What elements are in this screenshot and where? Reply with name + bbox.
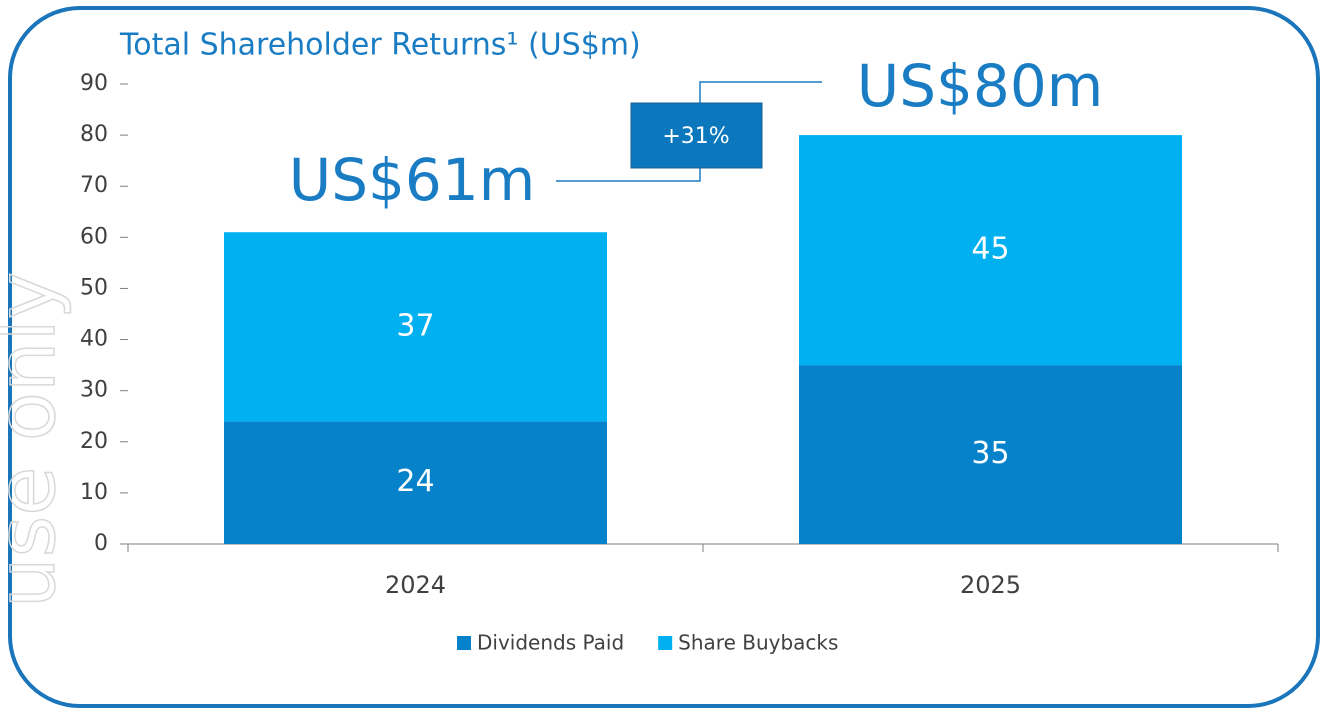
connectors [556,81,822,182]
x-tick-label: 2025 [960,571,1021,599]
chart-title: Total Shareholder Returns¹ (US$m) [119,28,641,63]
data-label: 45 [971,232,1009,267]
y-tick-label: 30 [80,378,108,403]
y-tick-label: 0 [94,531,108,556]
y-tick-label: 70 [80,173,108,198]
y-tick-label: 20 [80,429,108,454]
total-label: US$80m [857,52,1103,120]
y-tick-label: 50 [80,275,108,300]
bar-segment [224,232,607,422]
watermark: use only [0,272,73,608]
data-label: 37 [396,308,434,343]
growth-label: +31% [662,124,729,149]
y-tick-label: 40 [80,327,108,352]
y-tick-label: 80 [80,122,108,147]
total-label: US$61m [289,146,535,214]
legend-swatch [658,636,673,650]
x-tick-label: 2024 [385,571,446,599]
legend-label: Dividends Paid [477,631,624,655]
connector [556,168,701,182]
legend-swatch [457,636,471,650]
data-label: 24 [396,464,434,499]
y-tick-label: 60 [80,224,108,249]
data-label: 35 [971,436,1009,471]
bar-segment [799,135,1182,366]
y-tick-label: 90 [80,71,108,96]
legend-label: Share Buybacks [678,631,838,655]
connector [699,81,822,103]
bar-segment [224,421,607,544]
bar-segment [799,365,1182,544]
y-tick-label: 10 [80,480,108,505]
growth-box [630,102,763,169]
